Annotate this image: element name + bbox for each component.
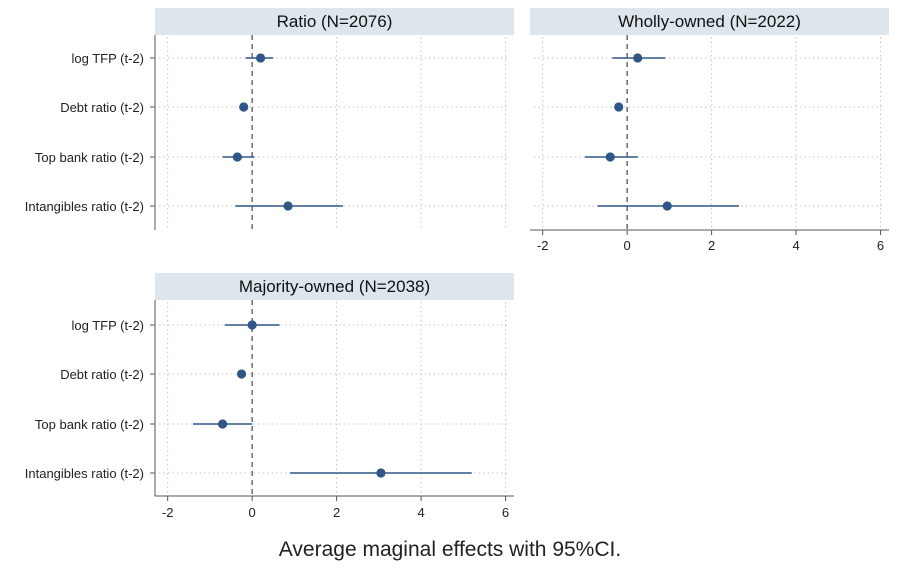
point-estimate [247, 320, 257, 330]
panel-1: Ratio (N=2076) log TFP (t-2) Debt ratio (t… [25, 8, 514, 230]
point-estimate [633, 53, 643, 63]
x-tick-label: 4 [792, 238, 799, 253]
point-estimate [614, 102, 624, 112]
x-tick-label: 6 [877, 238, 884, 253]
panel-title-bar [155, 273, 514, 300]
point-estimate [232, 152, 242, 162]
point-estimate [217, 419, 228, 429]
panel-2: Wholly-owned (N=2022) -2 0 2 4 6 [530, 8, 889, 253]
point-estimate [376, 468, 386, 478]
x-tick-label: 4 [417, 505, 424, 520]
point-estimate [255, 53, 266, 63]
point-estimate [662, 201, 672, 211]
point-estimate [605, 152, 615, 162]
panel-title: Wholly-owned (N=2022) [618, 12, 801, 31]
category-label: Top bank ratio (t-2) [35, 150, 144, 165]
category-label: Debt ratio (t-2) [60, 100, 144, 115]
category-label: log TFP (t-2) [72, 51, 144, 66]
point-estimate [283, 201, 293, 211]
point-estimate [239, 102, 249, 112]
panel-title: Ratio (N=2076) [277, 12, 393, 31]
panel-3: Majority-owned (N=2038) log TFP (t-2) Debt… [25, 273, 514, 520]
x-tick-label: 0 [249, 505, 256, 520]
category-label: Intangibles ratio (t-2) [25, 199, 144, 214]
x-tick-label: -2 [537, 238, 549, 253]
x-tick-label: 2 [333, 505, 340, 520]
category-label: Top bank ratio (t-2) [35, 417, 144, 432]
figure-caption: Average maginal effects with 95%CI. [278, 538, 622, 561]
x-tick-label: 6 [502, 505, 509, 520]
x-tick-label: 0 [624, 238, 631, 253]
category-label: Intangibles ratio (t-2) [25, 466, 144, 481]
x-tick-label: -2 [162, 505, 174, 520]
panel-title-bar [155, 8, 514, 35]
panel-title-bar [530, 8, 889, 35]
point-estimate [236, 369, 247, 379]
panel-title: Majority-owned (N=2038) [239, 277, 430, 296]
category-label: Debt ratio (t-2) [60, 367, 144, 382]
x-tick-label: 2 [708, 238, 715, 253]
category-label: log TFP (t-2) [72, 318, 144, 333]
